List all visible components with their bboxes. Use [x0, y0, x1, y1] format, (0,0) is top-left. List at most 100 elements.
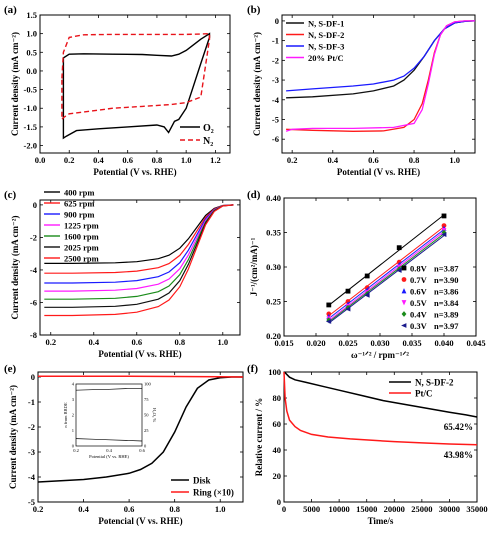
y-axis-label: Relative current / % [254, 398, 264, 477]
y-tick-label: 0 [275, 16, 279, 26]
x-tick-label: 0.0 [35, 155, 46, 165]
series-line [44, 204, 234, 317]
inset-y2-tick-label: 0 [144, 444, 147, 449]
y-tick-label: -3 [28, 447, 35, 457]
legend-label: 0.4V [410, 310, 428, 320]
x-tick-label: 10000 [329, 504, 350, 514]
x-axis-label: Potential (V vs. RHE) [337, 167, 420, 177]
legend-label: 20% Pt/C [308, 53, 344, 63]
data-point [325, 319, 332, 324]
data-point [345, 288, 351, 294]
x-tick-label: 5000 [303, 504, 320, 514]
y-axis-label: Current density (mA cm⁻²) [10, 215, 20, 319]
x-tick-label: 0.2 [64, 155, 75, 165]
data-point [401, 311, 407, 317]
legend-label: 625 rpm [64, 199, 94, 209]
x-tick-label: 0.8 [152, 155, 163, 165]
annotation-label: 43.98% [444, 450, 473, 460]
series-line [283, 371, 478, 446]
legend-label: O₂ [203, 123, 214, 134]
x-tick-label: 0.8 [174, 337, 185, 347]
inset-y2-tick-label: 50 [144, 413, 149, 418]
y-tick-label: 1.0 [26, 29, 37, 39]
legend-label: 0.5V [410, 298, 428, 308]
y-tick-label: -5 [28, 497, 35, 507]
y-tick-label: 20 [273, 471, 282, 481]
y-tick-label: 0.25 [266, 297, 281, 307]
x-tick-label: 1.0 [449, 155, 460, 165]
x-tick-label: 0 [282, 504, 286, 514]
legend-label: 2500 rpm [64, 254, 99, 264]
x-tick-label: 0.2 [287, 155, 298, 165]
x-tick-label: 0.8 [169, 504, 180, 514]
y-tick-label: -3 [272, 75, 279, 85]
y-tick-label: -1 [272, 36, 279, 46]
x-axis-label: Time/s [368, 516, 394, 526]
y-tick-label: -2 [30, 232, 37, 242]
x-tick-label: 0.035 [402, 338, 421, 348]
legend-label: N, S-DF-1 [308, 19, 344, 29]
series-line [37, 376, 243, 483]
y-tick-label: 60 [273, 419, 282, 429]
x-axis-label: Potential (V vs. RHE) [98, 349, 181, 359]
x-tick-label: 0.4 [93, 155, 104, 165]
y-tick-label: -5 [272, 114, 279, 124]
x-axis-label: Potential (V vs. RHE) [93, 167, 176, 177]
panel-label: (b) [247, 4, 261, 16]
x-tick-label: 20000 [384, 504, 405, 514]
x-tick-label: 0.6 [131, 337, 142, 347]
legend-n-label: n=3.89 [434, 310, 458, 320]
data-point [396, 268, 402, 273]
y-tick-label: -1.5 [24, 122, 37, 132]
inset-y2-tick-label: 75 [144, 397, 149, 402]
inset-y2-label: H₂O₂ % [152, 408, 157, 423]
y-tick-label: 0 [31, 372, 35, 382]
y-tick-label: -8 [30, 330, 37, 340]
y-axis-label: Current density (mA cm⁻²) [10, 32, 20, 136]
legend-n-label: n=3.86 [434, 287, 458, 297]
data-point [364, 292, 370, 298]
data-point [401, 323, 407, 328]
x-tick-label: 1.0 [181, 155, 192, 165]
x-tick-label: 15000 [356, 504, 377, 514]
x-axis-label: ω⁻¹ᐟ² / rpm⁻¹ᐟ² [351, 350, 409, 360]
inset-y-label: n from RRDE [63, 402, 68, 428]
y-tick-label: -2 [28, 422, 35, 432]
panel-label: (d) [247, 189, 261, 201]
legend-label: Pt/C [415, 389, 433, 399]
plot-frame [37, 371, 244, 503]
legend-label: 2025 rpm [64, 243, 99, 253]
panel-label: (f) [247, 363, 258, 375]
data-point [401, 288, 407, 294]
inset-n-line [75, 387, 143, 391]
panel-a: 0.0 0.2 0.4 0.6 0.8 1.0 1.2 -2.0 -1.5 -1.0 -0.5 0.0… [4, 4, 231, 177]
y-tick-label: -4 [30, 265, 38, 275]
series-line [286, 20, 476, 92]
data-point [396, 245, 402, 251]
panel-b: 0.2 0.4 0.6 0.8 1.0 -6 -5 -4 -3 -2 -1 0 Potential (V… [247, 4, 476, 177]
x-tick-label: 0.040 [434, 338, 453, 348]
y-tick-label: 0.40 [266, 193, 281, 203]
data-point [441, 213, 447, 219]
plot-frame [39, 199, 241, 336]
y-tick-label: 0.5 [26, 47, 37, 57]
x-tick-label: 1.0 [217, 337, 228, 347]
x-tick-label: 0.4 [88, 337, 99, 347]
legend-label: Disk [193, 476, 211, 486]
series-line [62, 32, 211, 140]
legend-n-label: n=3.90 [434, 275, 458, 285]
inset-y-tick-label: 2 [72, 413, 74, 418]
plot-frame [283, 371, 478, 503]
inset-y2-tick-label: 25 [144, 428, 149, 433]
data-point [345, 306, 351, 312]
data-point [364, 273, 370, 279]
panel-label: (c) [4, 189, 17, 201]
inset-h2o2-line [75, 438, 143, 442]
inset-x-tick-label: 0.4 [106, 448, 112, 453]
y-axis-label: Current density (mA cm⁻²) [252, 32, 262, 136]
x-tick-label: 0.2 [45, 337, 56, 347]
panel-f: 0 5000 10000 15000 20000 25000 30000 35000 0 20 40… [247, 363, 488, 526]
y-tick-label: 1.5 [26, 10, 37, 20]
